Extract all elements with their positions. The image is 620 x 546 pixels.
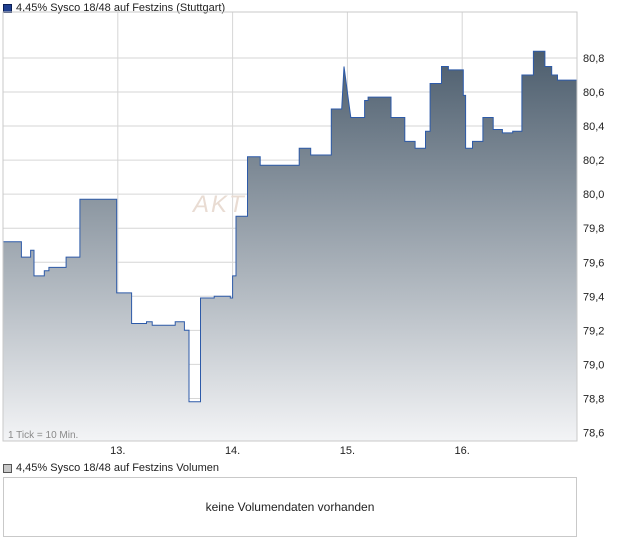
y-tick-label: 80,4 [583,121,604,133]
price-legend-label: 4,45% Sysco 18/48 auf Festzins (Stuttgar… [16,2,226,14]
y-tick-label: 79,6 [583,257,604,269]
plot-frame [2,11,578,442]
x-axis-ticks: 13. 14. 15. 16. [110,445,470,457]
x-tick-label: 15. [340,445,355,457]
watermark-text: AKTI [191,191,254,218]
x-tick-label: 16. [455,445,470,457]
volume-legend-label: 4,45% Sysco 18/48 auf Festzins Volumen [16,462,220,474]
y-tick-label: 80,6 [583,87,604,99]
tick-interval-note: 1 Tick = 10 Min. [8,430,78,441]
volume-empty-message: keine Volumendaten vorhanden [205,500,375,514]
volume-legend-swatch [3,463,12,473]
volume-panel: keine Volumendaten vorhanden [3,477,577,537]
y-tick-label: 79,0 [583,359,604,371]
price-area [3,51,577,441]
y-tick-label: 80,0 [583,189,604,201]
x-tick-label: 13. [110,445,125,457]
y-tick-label: 80,8 [583,53,604,65]
y-tick-label: 79,4 [583,291,604,303]
y-tick-label: 79,2 [583,325,604,337]
price-chart: AKTI 80,8 80,6 80,4 80,2 80,0 79,8 79,6 79,4 79,… [2,11,604,457]
x-tick-label: 14. [225,445,240,457]
y-tick-label: 79,8 [583,223,604,235]
volume-legend: 4,45% Sysco 18/48 auf Festzins Volumen [3,461,219,475]
y-tick-label: 80,2 [583,155,604,167]
y-tick-label: 78,8 [583,393,604,405]
price-line [3,50,577,403]
y-tick-label: 78,6 [583,427,604,439]
y-axis-ticks: 80,8 80,6 80,4 80,2 80,0 79,8 79,6 79,4 79,2 79,0… [583,53,604,440]
